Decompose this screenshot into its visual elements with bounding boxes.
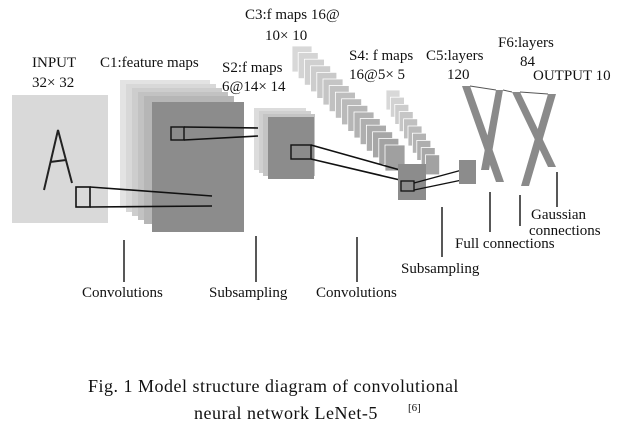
input-letter-a-glyph (43, 129, 73, 191)
s4-label-line2: 16@5× 5 (349, 67, 405, 83)
s4-final-map (398, 164, 426, 200)
c5-label-line2: 120 (447, 67, 470, 83)
c5-layer-band (462, 86, 504, 182)
subsample-projection-c1-s2 (183, 126, 259, 141)
s4-plane-10 (425, 154, 441, 176)
s2-label-line2: 6@14× 14 (222, 79, 286, 95)
caption-line2: neural network LeNet-5 (194, 403, 378, 423)
caption-line1: Fig. 1 Model structure diagram of convol… (88, 376, 459, 396)
c3-label-line2: 10× 10 (265, 28, 307, 44)
op-gaussian-line1: Gaussian (531, 207, 586, 223)
s2-label-line1: S2:f maps (222, 60, 283, 76)
caption-citation: [6] (408, 402, 421, 414)
op-full-connections: Full connections (455, 236, 555, 252)
c1-label: C1:feature maps (100, 55, 199, 71)
op-subsampling-1: Subsampling (209, 285, 288, 301)
op-subsampling-2: Subsampling (401, 261, 480, 277)
conv-projection-input-c1 (89, 186, 213, 208)
fully-connected-bands (462, 85, 556, 186)
f6-label-line2: 84 (520, 54, 536, 70)
f6-layer-band-right (512, 92, 556, 167)
op-gaussian-line2: connections (529, 223, 601, 239)
c5-small-block (459, 160, 476, 184)
c1-feature-maps (120, 80, 244, 232)
c5-label-line1: C5:layers (426, 48, 484, 64)
op-convolutions-2: Convolutions (316, 285, 397, 301)
f6-label-line1: F6:layers (498, 35, 554, 51)
operation-ticks (123, 172, 558, 282)
s4-feature-maps (385, 89, 441, 176)
input-receptive-field (75, 186, 91, 208)
s2-feature-maps (254, 108, 315, 179)
subsample-projection-c3-s4 (413, 169, 463, 191)
f6-layer-band-left (481, 90, 503, 170)
input-size-label: 32× 32 (32, 75, 74, 91)
c3-label-line1: C3:f maps 16@ (245, 7, 340, 23)
input-label: INPUT (32, 55, 76, 71)
s4-label-line1: S4: f maps (349, 48, 413, 64)
op-convolutions-1: Convolutions (82, 285, 163, 301)
input-layer (12, 95, 108, 223)
output-layer-band (521, 94, 556, 186)
conv-projection-s2-c3 (310, 144, 401, 181)
output-label: OUTPUT 10 (533, 68, 611, 84)
